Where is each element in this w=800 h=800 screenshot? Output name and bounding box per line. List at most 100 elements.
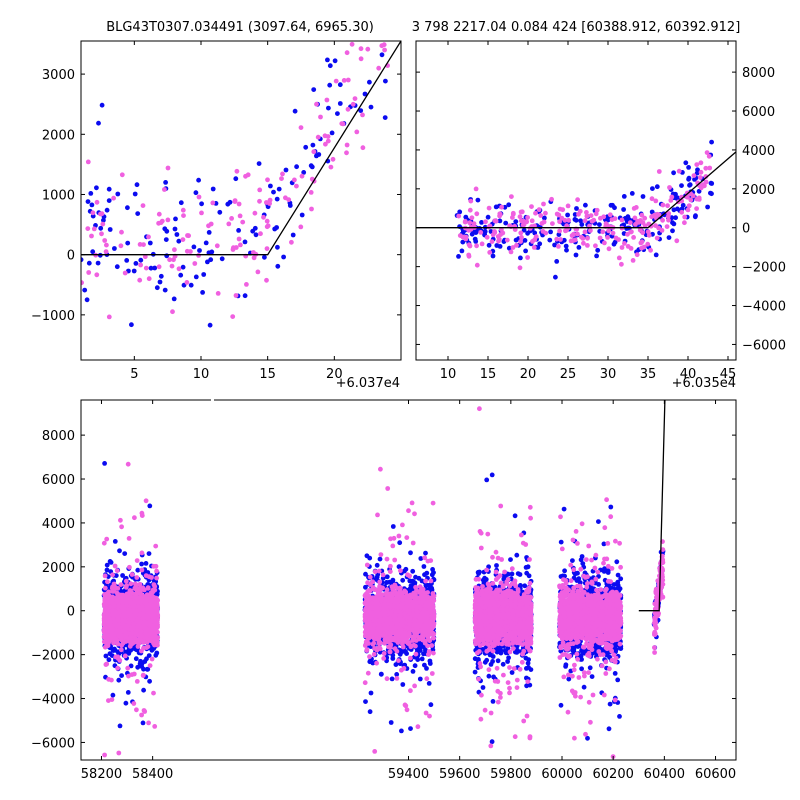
- point-series-b: [606, 228, 611, 234]
- point-series-b: [309, 206, 314, 212]
- point-series-a: [82, 287, 88, 293]
- point-series-b: [133, 631, 139, 637]
- point-series-b: [236, 201, 242, 207]
- point-series-a: [236, 228, 242, 233]
- point-series-b: [143, 265, 149, 271]
- point-series-a: [673, 215, 678, 221]
- point-series-b: [110, 572, 115, 578]
- point-series-b: [656, 169, 662, 174]
- point-series-b: [605, 235, 610, 240]
- point-series-b: [91, 226, 97, 232]
- point-series-a: [459, 248, 465, 254]
- point-series-b: [666, 217, 671, 223]
- point-series-b: [682, 214, 688, 220]
- point-series-a: [124, 258, 130, 263]
- point-series-b: [688, 197, 694, 203]
- point-series-b: [99, 231, 104, 237]
- point-series-b: [659, 228, 665, 233]
- point-series-a: [337, 82, 343, 88]
- point-series-a: [368, 690, 374, 696]
- point-series-b: [140, 673, 146, 678]
- point-series-a: [301, 170, 307, 175]
- point-series-a: [426, 681, 432, 686]
- point-series-b: [132, 515, 137, 521]
- point-series-a: [89, 202, 95, 208]
- point-series-a: [666, 235, 672, 241]
- point-series-a: [621, 194, 627, 199]
- point-series-b: [504, 237, 510, 243]
- point-series-a: [292, 108, 298, 114]
- point-series-b: [581, 240, 586, 246]
- point-series-a: [275, 263, 281, 269]
- panel-top-left: BLG43T0307.034491 (3097.64, 6965.30) 5 10…: [31, 20, 402, 391]
- point-series-b: [134, 679, 140, 684]
- point-series-b: [133, 613, 138, 618]
- point-series-a: [106, 198, 112, 204]
- point-series-b: [265, 223, 271, 229]
- point-series-b: [509, 194, 514, 200]
- point-series-a: [680, 202, 686, 208]
- point-series-b: [118, 647, 124, 653]
- point-series-b: [165, 217, 171, 223]
- point-series-b: [648, 223, 654, 229]
- point-series-b: [154, 640, 160, 646]
- point-series-b: [215, 291, 221, 296]
- point-series-b: [631, 206, 637, 211]
- point-series-b: [498, 232, 503, 238]
- point-series-b: [566, 217, 572, 223]
- point-series-b: [593, 211, 599, 217]
- point-series-b: [314, 101, 319, 107]
- point-series-a: [210, 186, 216, 192]
- point-series-b: [344, 142, 350, 148]
- point-series-b: [556, 212, 562, 218]
- point-series-b: [691, 173, 697, 179]
- point-series-a: [422, 572, 427, 578]
- point-series-b: [111, 195, 116, 201]
- point-series-b: [153, 543, 159, 549]
- point-series-b: [591, 217, 597, 223]
- point-series-a: [191, 244, 197, 250]
- point-series-a: [299, 212, 305, 218]
- panel-top-left-offset-label: +6.037e4: [336, 376, 400, 391]
- point-series-b: [541, 219, 547, 225]
- point-series-b: [549, 196, 554, 202]
- panel-bottom: 58200 58400 59400 59600 59800 60000 60200 60400…: [31, 396, 737, 782]
- point-series-b: [244, 282, 249, 287]
- point-series-b: [406, 508, 411, 514]
- point-series-b: [628, 246, 634, 251]
- point-series-b: [473, 186, 479, 192]
- point-series-a: [135, 664, 141, 670]
- point-series-b: [557, 228, 562, 234]
- point-series-a: [142, 659, 148, 664]
- point-series-a: [384, 574, 390, 580]
- point-series-b: [104, 536, 110, 542]
- point-series-b: [679, 209, 685, 215]
- point-series-a: [135, 211, 141, 217]
- point-series-a: [139, 561, 145, 567]
- point-series-b: [392, 557, 398, 563]
- point-series-a: [201, 272, 207, 277]
- point-series-a: [314, 153, 319, 159]
- y-tick-label: 6000: [742, 105, 775, 120]
- point-series-a: [193, 190, 199, 196]
- point-series-b: [131, 639, 137, 645]
- point-series-b: [150, 626, 156, 631]
- point-series-a: [335, 111, 340, 116]
- point-series-b: [106, 676, 111, 682]
- point-series-b: [116, 750, 122, 756]
- point-series-b: [115, 654, 121, 660]
- point-series-a: [463, 214, 469, 220]
- point-series-b: [143, 498, 149, 504]
- point-series-a: [709, 139, 714, 145]
- point-series-a: [104, 207, 110, 213]
- y-tick-label: −6000: [742, 338, 786, 353]
- point-series-a: [696, 188, 702, 194]
- point-series-b: [350, 101, 356, 107]
- point-series-b: [139, 633, 145, 639]
- y-tick-label: 2000: [42, 128, 75, 143]
- point-series-a: [397, 540, 403, 546]
- point-series-b: [127, 598, 133, 604]
- point-series-b: [654, 235, 660, 241]
- point-series-b: [119, 172, 125, 178]
- point-series-b: [142, 587, 147, 593]
